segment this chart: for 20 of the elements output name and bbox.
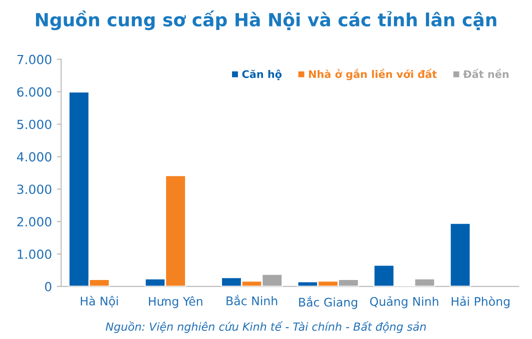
y-tick-label: 3.000: [17, 184, 52, 194]
y-tick-label: 5.000: [17, 120, 52, 130]
y-tick-label: 6.000: [17, 87, 52, 97]
y-tick-label: 1.000: [18, 249, 52, 259]
legend-label: Đất nền: [463, 68, 509, 78]
y-tick-label: 7.000: [17, 54, 52, 64]
x-tick-label: Hưng Yên: [148, 296, 202, 308]
text: Nguồn: Viện nghiên cứu Kinh tế - Tài chính - Bất động sản: [106, 321, 426, 333]
legend-label: Nhà ở gắn liền với đất: [309, 68, 437, 80]
legend-label: Căn hộ: [242, 70, 282, 80]
x-tick-label: Hải Phòng: [452, 296, 510, 308]
x-tick-label: Hà Nội: [80, 296, 118, 308]
chart-title: Nguồn cung sơ cấp Hà Nội và các tỉnh lân cận: [36, 10, 496, 30]
y-tick-label: 4.000: [16, 152, 52, 162]
x-tick-label: Quảng Ninh: [370, 296, 438, 308]
x-tick-label: Bắc Ninh: [226, 294, 278, 306]
x-tick-label: Bắc Giang: [299, 296, 358, 309]
y-tick-label: 2.000: [17, 217, 52, 226]
bar: [449, 222, 472, 286]
y-tick-label: 0: [45, 282, 52, 292]
